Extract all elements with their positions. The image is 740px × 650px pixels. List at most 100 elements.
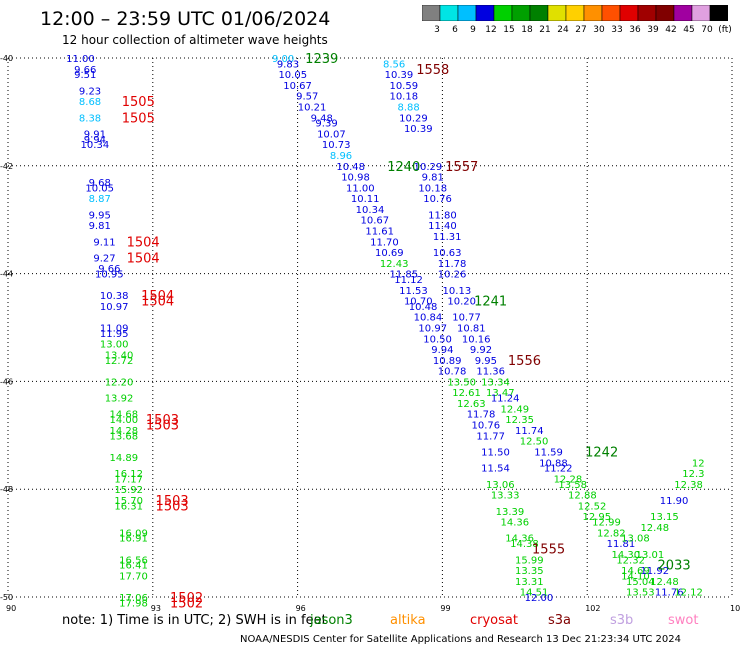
scale-label: 12 <box>485 25 496 35</box>
wave-height-point: 11.78 <box>467 410 496 421</box>
wave-height-point: 12.38 <box>674 480 703 491</box>
wave-height-point: 10.97 <box>418 324 447 335</box>
wave-height-point: 10.77 <box>452 313 481 324</box>
wave-height-point: 12.32 <box>616 555 645 566</box>
pass-number-label: 1239 <box>305 52 338 67</box>
scale-label: 21 <box>539 25 550 35</box>
wave-height-point: 10.29 <box>414 162 443 173</box>
wave-height-point: 8.68 <box>79 97 101 108</box>
x-tick-label: 90 <box>6 604 16 613</box>
axis-labels: 90 93 96 99 102 105 -40 -42 -44 -46 -48 -50 <box>0 54 740 613</box>
scale-label: 27 <box>575 25 586 35</box>
y-tick-label: -44 <box>0 270 13 279</box>
wave-height-point: 9.94 <box>431 345 453 356</box>
pass-number-label: 1242 <box>585 445 618 460</box>
pass-number-label: 1504 <box>141 289 174 304</box>
wave-height-point: 11.00 <box>346 183 375 194</box>
wave-height-point: 11.59 <box>534 447 563 458</box>
wave-height-point: 9.81 <box>422 173 444 184</box>
wave-height-point: 14.89 <box>110 453 139 464</box>
wave-height-point: 14.30 <box>611 550 640 561</box>
wave-height-point: 11.12 <box>394 275 423 286</box>
wave-height-point: 15.99 <box>515 555 544 566</box>
wave-height-point: 10.38 <box>100 291 129 302</box>
wave-height-point: 11.53 <box>399 286 428 297</box>
footnote: note: 1) Time is in UTC; 2) SWH is in fe… <box>62 613 327 628</box>
wave-height-point: 14.36 <box>500 518 529 529</box>
wave-height-point: 13.33 <box>491 491 520 502</box>
scale-label: 15 <box>503 25 514 35</box>
wave-height-point: 10.95 <box>95 270 124 281</box>
scale-label: 9 <box>470 25 476 35</box>
wave-height-point: 11.24 <box>491 394 520 405</box>
wave-height-point: 10.48 <box>336 162 365 173</box>
wave-height-point: 10.76 <box>423 194 452 205</box>
page-subtitle: 12 hour collection of altimeter wave hei… <box>62 33 328 47</box>
wave-height-point: 14.36 <box>505 534 534 545</box>
y-tick-label: -48 <box>0 485 13 494</box>
wave-height-point: 12.61 <box>452 388 481 399</box>
wave-height-point: 13.47 <box>486 388 515 399</box>
wave-height-point: 10.39 <box>404 124 433 135</box>
wave-height-point: 13.39 <box>496 507 525 518</box>
wave-height-point: 16.31 <box>114 501 143 512</box>
wave-height-point: 13.50 <box>447 377 476 388</box>
wave-height-point: 12.20 <box>105 377 134 388</box>
wave-height-point: 11.78 <box>438 259 467 270</box>
wave-height-point: 8.88 <box>397 103 419 114</box>
wave-height-point: 10.59 <box>389 81 418 92</box>
wave-height-point: 11.90 <box>660 496 689 507</box>
pass-number-label: 1555 <box>532 542 565 557</box>
wave-height-point: 17.98 <box>119 598 148 609</box>
pass-number-label: 1502 <box>170 591 203 606</box>
wave-height-point: 8.96 <box>330 151 352 162</box>
wave-height-point: 12.35 <box>505 415 534 426</box>
wave-height-point: 11.77 <box>476 431 505 442</box>
x-tick-label: 93 <box>151 604 161 613</box>
wave-height-point: 12 <box>692 458 705 469</box>
data-points: 11.009.669.519.238.688.389.919.9410.349.… <box>66 54 705 609</box>
pass-number-label: 1503 <box>146 413 179 428</box>
wave-height-point: 10.89 <box>433 356 462 367</box>
wave-height-point: 11.80 <box>428 210 457 221</box>
satellite-cryosat: cryosat <box>470 613 518 628</box>
wave-height-point: 10.73 <box>322 140 351 151</box>
wave-height-point: 9.81 <box>89 221 111 232</box>
wave-height-point: 9.23 <box>79 86 101 97</box>
wave-height-point: 9.66 <box>98 264 120 275</box>
scale-label: 39 <box>647 25 659 35</box>
wave-height-point: 10.26 <box>438 270 467 281</box>
color-scale-labels: 3 6 9 12 15 18 21 24 27 30 33 36 39 42 45 70 (ft) <box>434 25 732 35</box>
wave-height-point: 13.35 <box>515 566 544 577</box>
wave-height-point: 13.58 <box>558 480 587 491</box>
wave-height-point: 12.49 <box>500 404 529 415</box>
wave-height-point: 10.67 <box>283 81 312 92</box>
wave-height-point: 11.31 <box>433 232 462 243</box>
wave-height-point: 16.41 <box>119 561 148 572</box>
wave-height-point: 10.34 <box>81 140 110 151</box>
wave-height-point: 13.53 <box>626 588 655 599</box>
wave-height-point: 10.34 <box>356 205 385 216</box>
wave-height-point: 12.52 <box>578 501 607 512</box>
wave-height-point: 11.81 <box>607 539 636 550</box>
wave-height-point: 9.94 <box>84 135 106 146</box>
wave-height-point: 12.28 <box>554 474 583 485</box>
wave-height-point: 11.92 <box>640 566 669 577</box>
wave-height-point: 13.92 <box>105 394 134 405</box>
pass-number-label: 1504 <box>141 295 174 310</box>
pass-number-label: 1240 <box>387 160 420 175</box>
wave-height-point: 12.88 <box>568 491 597 502</box>
pass-number-label: 2033 <box>658 559 691 574</box>
x-tick-label: 102 <box>585 604 600 613</box>
wave-height-point: 9.68 <box>89 178 111 189</box>
wave-height-point: 12.50 <box>520 437 549 448</box>
wave-height-point: 10.76 <box>472 421 501 432</box>
wave-height-point: 13.01 <box>636 550 665 561</box>
pass-number-label: 1504 <box>127 235 160 250</box>
wave-height-point: 9.11 <box>93 237 115 248</box>
wave-height-point: 12.95 <box>583 512 612 523</box>
wave-height-point: 8.38 <box>79 113 101 124</box>
satellite-swot: swot <box>668 613 699 628</box>
satellite-altika: altika <box>390 613 426 628</box>
